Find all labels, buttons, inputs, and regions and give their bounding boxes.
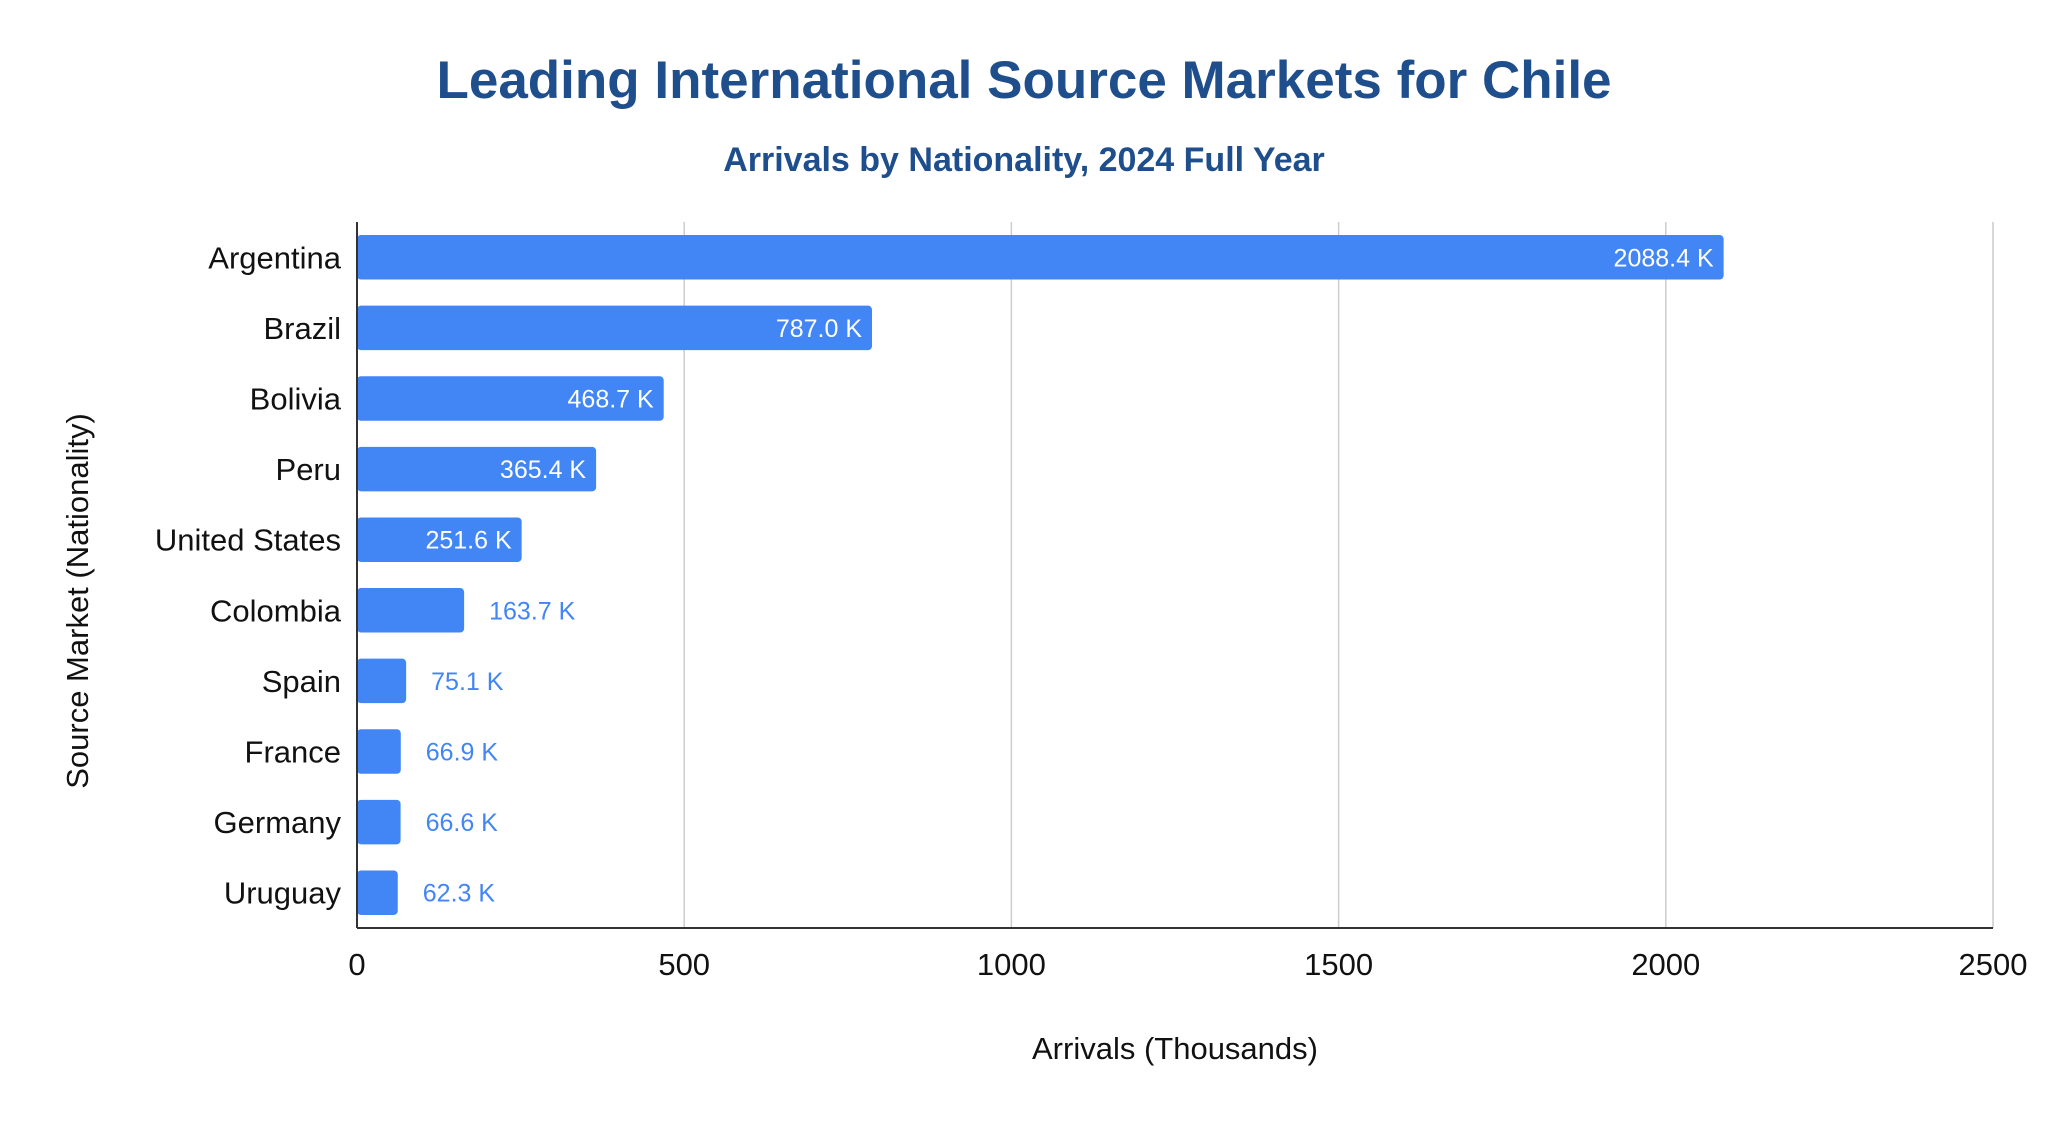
data-label: 251.6 K bbox=[425, 527, 512, 555]
labels: 0 500 1000 1500 2000 2500 Argentina 2088.4 K Bra… bbox=[155, 240, 2028, 982]
data-label: 468.7 K bbox=[568, 386, 655, 414]
data-label: 75.1 K bbox=[431, 668, 504, 696]
bar bbox=[357, 517, 522, 562]
category-label: United States bbox=[155, 523, 341, 558]
data-label: 787.0 K bbox=[776, 315, 863, 343]
chart-subtitle: Arrivals by Nationality, 2024 Full Year bbox=[723, 141, 1325, 179]
bar bbox=[357, 446, 597, 492]
x-tick-label: 0 bbox=[348, 947, 365, 982]
bar bbox=[357, 305, 873, 351]
data-label: 163.7 K bbox=[489, 597, 576, 625]
x-tick-label: 2000 bbox=[1631, 947, 1700, 982]
chart-title: Leading International Source Markets for… bbox=[436, 51, 1612, 110]
category-label: Argentina bbox=[208, 240, 341, 275]
bars bbox=[357, 235, 1724, 915]
bar bbox=[357, 235, 1724, 280]
bar bbox=[357, 729, 401, 774]
category-label: Uruguay bbox=[224, 876, 342, 911]
category-label: France bbox=[245, 735, 341, 770]
data-label: 66.9 K bbox=[426, 739, 499, 767]
data-label: 62.3 K bbox=[423, 880, 496, 908]
x-tick-label: 2500 bbox=[1959, 947, 2028, 982]
bar bbox=[357, 658, 407, 704]
category-label: Brazil bbox=[263, 311, 341, 346]
data-label: 2088.4 K bbox=[1614, 244, 1714, 272]
gridlines bbox=[683, 222, 1994, 928]
bar bbox=[357, 799, 401, 845]
data-label: 365.4 K bbox=[500, 456, 587, 484]
x-axis-title: Arrivals (Thousands) bbox=[1032, 1031, 1318, 1066]
category-label: Bolivia bbox=[250, 382, 342, 417]
category-label: Spain bbox=[262, 664, 341, 699]
category-label: Colombia bbox=[210, 593, 342, 628]
data-label: 66.6 K bbox=[426, 809, 499, 837]
category-label: Germany bbox=[214, 805, 342, 840]
bar bbox=[357, 870, 398, 915]
bar bbox=[357, 588, 465, 633]
x-tick-label: 500 bbox=[658, 947, 710, 982]
category-label: Peru bbox=[276, 452, 341, 487]
y-axis-title: Source Market (Nationality) bbox=[60, 413, 95, 789]
x-tick-label: 1500 bbox=[1304, 947, 1373, 982]
axes bbox=[356, 222, 1993, 929]
x-tick-label: 1000 bbox=[977, 947, 1046, 982]
bar bbox=[357, 376, 664, 421]
